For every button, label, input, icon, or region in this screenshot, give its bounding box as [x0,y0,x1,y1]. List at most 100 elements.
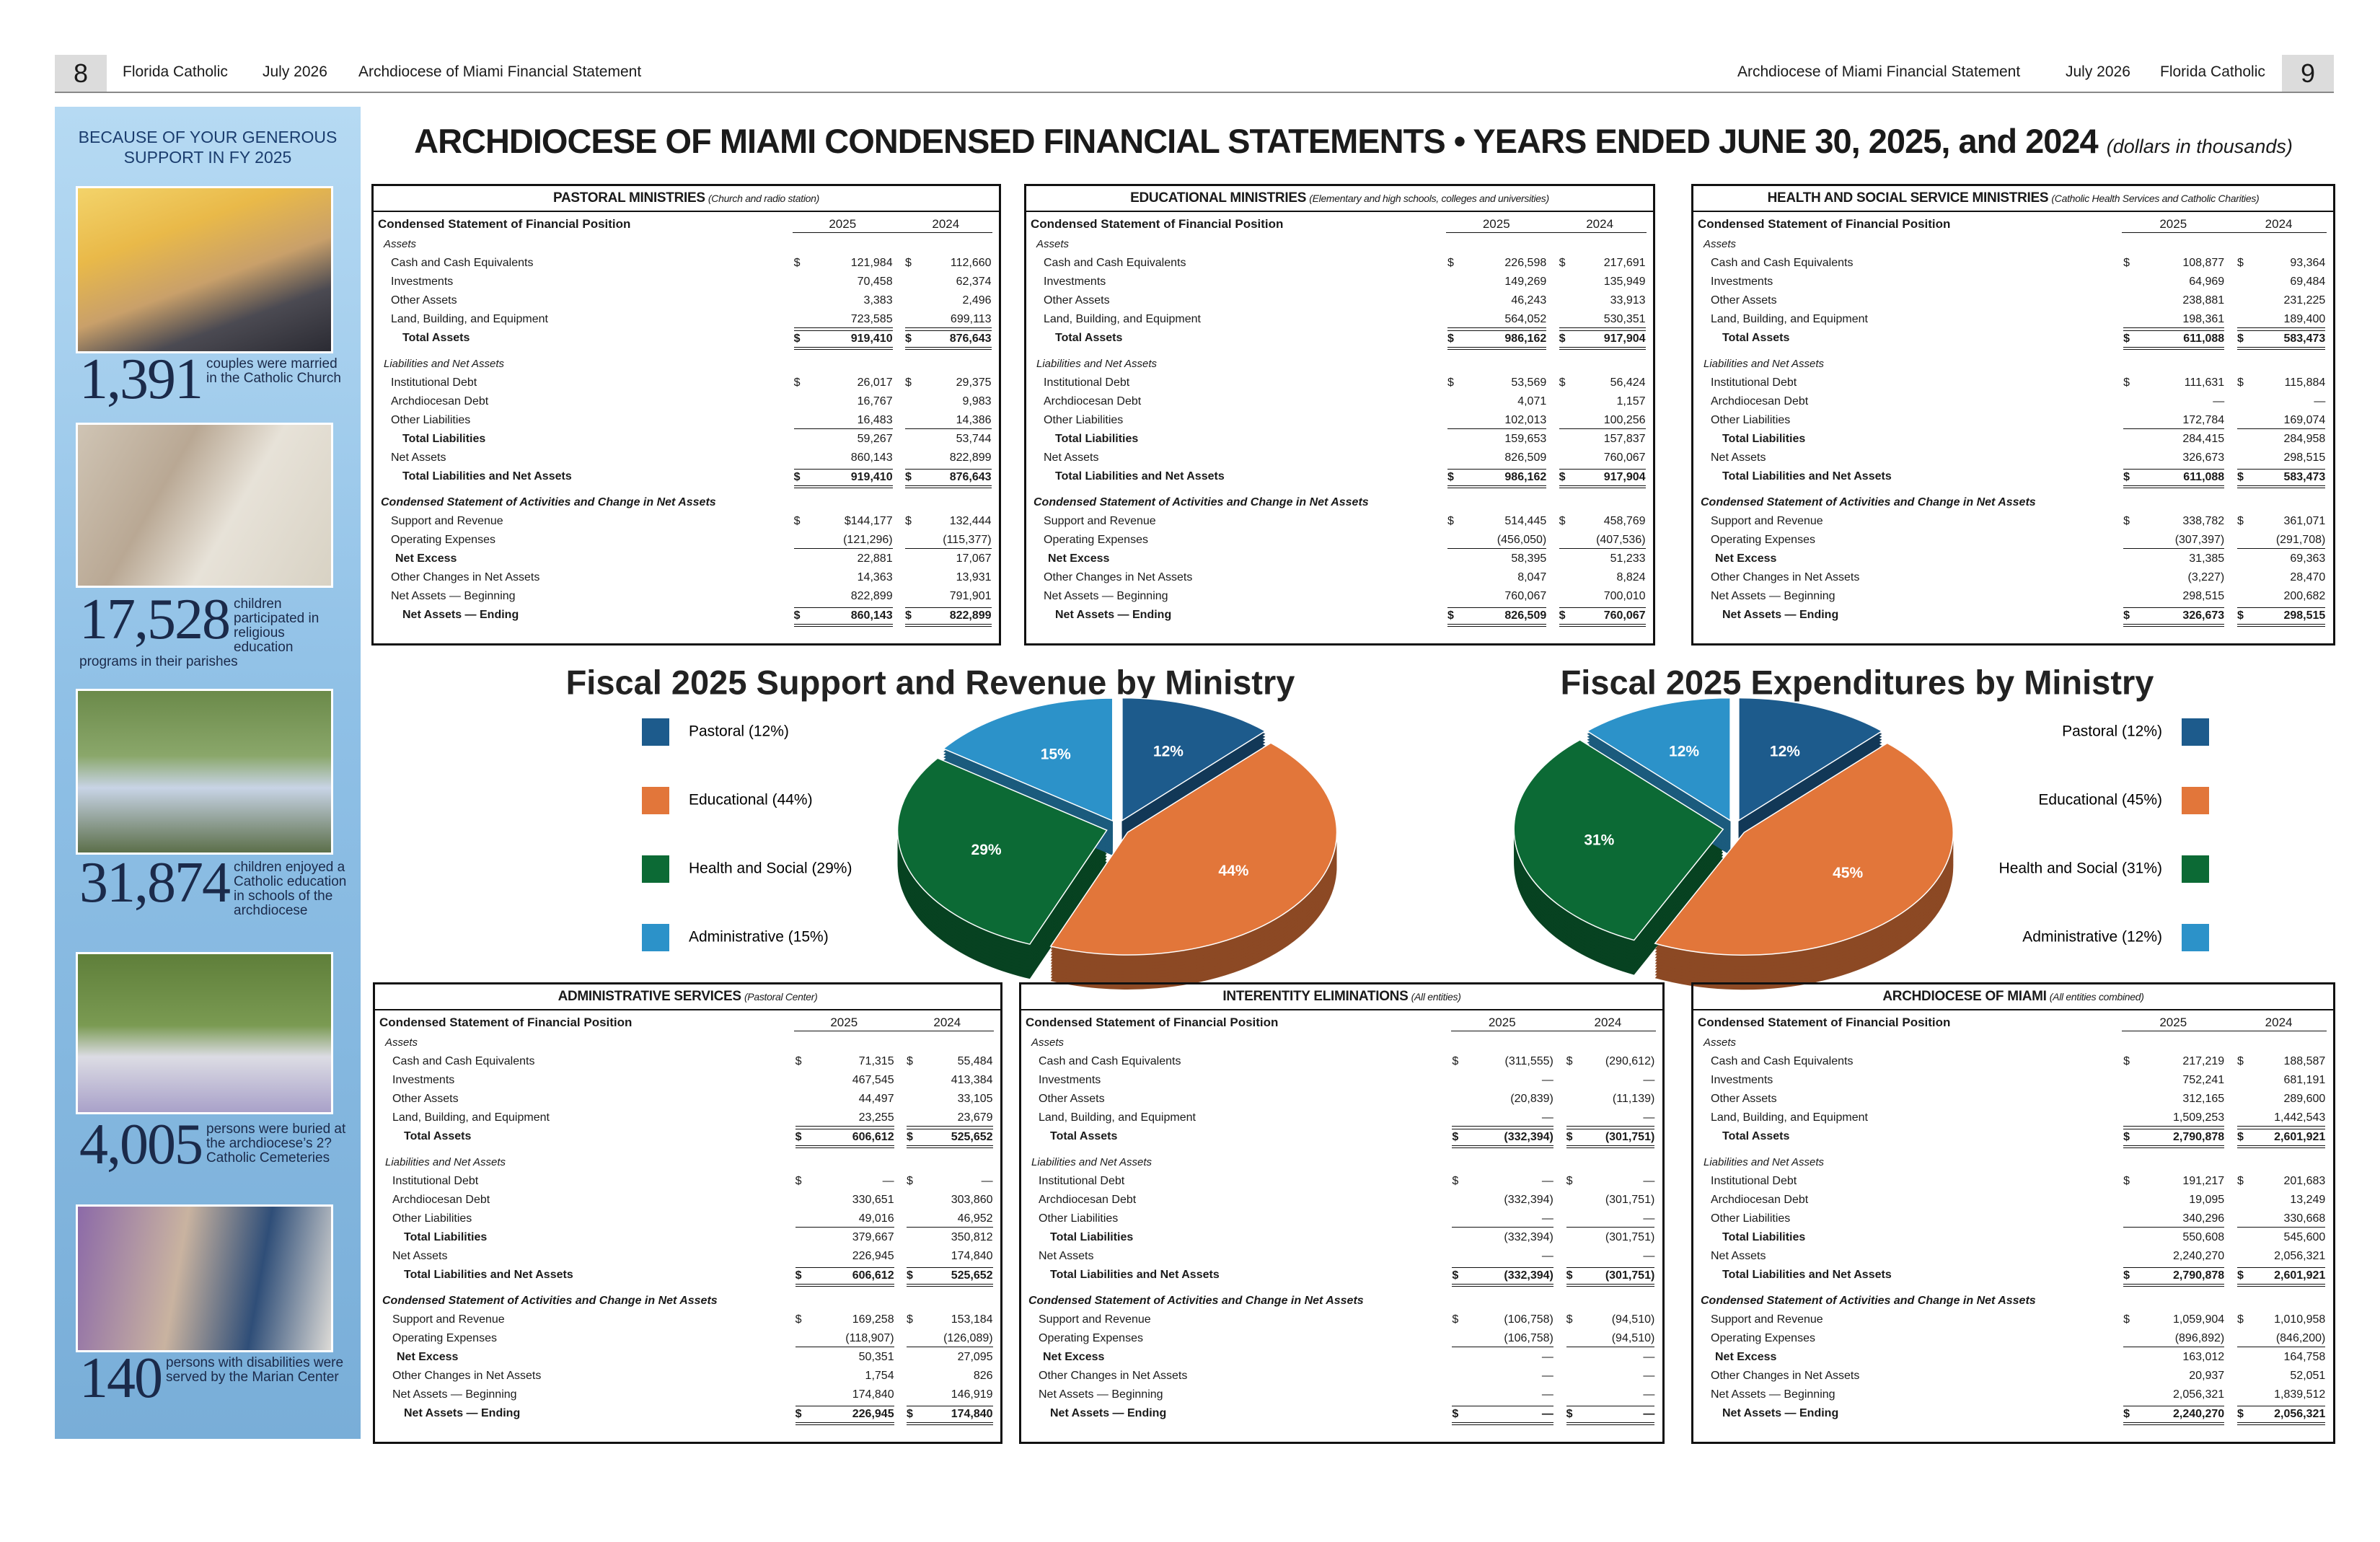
value-cell: 22,881 [794,551,893,567]
value-cell: 1,442,543 [2236,1110,2326,1127]
main-title-text: ARCHDIOCESE OF MIAMI CONDENSED FINANCIAL… [414,122,2098,160]
value: 112,660 [950,257,992,269]
value: 33,105 [957,1093,993,1105]
value: 312,165 [2182,1093,2225,1105]
value: 752,241 [2182,1074,2225,1086]
value-cell: (3,227) [2123,570,2225,586]
row-label: Total Liabilities [402,433,486,445]
value-cell: 157,837 [1559,431,1646,447]
currency-sign: $ [1566,1131,1573,1143]
value: (118,907) [845,1332,894,1344]
row-label: Net Assets — Ending [1050,1407,1167,1419]
value-cell: (332,394) [1452,1192,1553,1208]
value-cell: 69,363 [2237,551,2325,567]
value: — [1643,1111,1655,1124]
value-cell: $112,660 [905,255,992,271]
currency-sign: $ [795,1408,802,1420]
value-cell: $760,067 [1559,607,1646,627]
value: 55,484 [957,1055,993,1067]
value: (106,758) [1504,1332,1553,1344]
row-label: Cash and Cash Equivalents [391,257,534,269]
value: 699,113 [950,313,992,325]
value: (407,536) [1596,534,1646,546]
currency-sign: $ [2236,1269,2244,1282]
row-label: Investments [391,276,454,288]
row-label: Support and Revenue [1711,515,1823,527]
value: (307,397) [2174,534,2225,546]
currency-sign: $ [2236,332,2244,345]
value-cell: 298,515 [2237,450,2325,466]
row-label: Net Assets [1711,451,1766,464]
value: 298,515 [2182,590,2225,602]
value-cell: 303,860 [907,1192,993,1208]
value: 28,470 [2290,571,2326,583]
value: 231,225 [2283,294,2326,307]
value: 46,952 [957,1212,993,1225]
value: 2,240,270 [2173,1408,2225,1420]
table-title-bar: ADMINISTRATIVE SERVICES (Pastoral Center… [375,984,1000,1010]
value: 20,937 [2189,1370,2225,1382]
value: 413,384 [951,1074,993,1086]
stat-text: persons were buried at the archdiocese’s… [206,1122,346,1166]
table-title-bar: HEALTH AND SOCIAL SERVICE MINISTRIES (Ca… [1693,186,2333,212]
row-label: Other Liabilities [392,1212,472,1225]
value: — [2213,395,2225,407]
value: 298,515 [2283,609,2326,622]
table-title-bar: PASTORAL MINISTRIES (Church and radio st… [374,186,999,212]
value-cell: 27,095 [907,1349,993,1365]
photo-marian-center [76,1204,333,1352]
value: 525,652 [951,1269,993,1282]
row-label: Investments [392,1074,455,1086]
currency-sign: $ [2236,471,2244,483]
value-cell: 413,384 [907,1072,993,1088]
row-label: Total Liabilities and Net Assets [1722,470,1892,483]
value-cell: — [1566,1368,1654,1384]
value-cell: $458,769 [1559,514,1646,529]
row-label: Other Assets [392,1093,459,1105]
value: 100,256 [1603,414,1646,426]
value-cell: 2,496 [905,293,992,309]
value: 1,509,253 [2173,1111,2225,1124]
value: 340,296 [2182,1212,2225,1225]
issue-date: July 2026 [263,63,327,80]
value-cell: 14,363 [794,570,893,586]
photo-cemetery [76,952,333,1114]
value: 3,383 [863,294,893,307]
value: 330,651 [852,1194,894,1206]
row-label: Archdiocesan Debt [1039,1194,1137,1206]
value-cell: 17,067 [905,551,992,567]
currency-sign: $ [1559,609,1566,622]
table-title: INTERENTITY ELIMINATIONS [1222,989,1409,1004]
value: — [1541,1351,1553,1363]
value: 2,790,878 [2173,1269,2225,1282]
value-cell: $917,904 [1559,469,1646,488]
value-cell: $ — [1566,1406,1655,1425]
value-cell: (846,200) [2236,1331,2326,1347]
value-cell: (106,758) [1452,1331,1553,1347]
value-cell: 1,157 [1559,394,1646,410]
paper-name: Florida Catholic [2160,63,2265,80]
value: 1,839,512 [2274,1388,2326,1401]
value-cell: (301,751) [1566,1192,1655,1208]
currency-sign: $ [2236,609,2244,622]
value-cell: 238,881 [2123,293,2224,309]
value: — [1541,1250,1553,1262]
value-cell: 298,515 [2123,589,2224,604]
value-cell: 44,497 [795,1091,894,1107]
row-label: Total Liabilities [1722,433,1806,445]
value: (11,139) [1612,1093,1655,1105]
currency-sign: $ [1566,1269,1573,1282]
value: (106,758) [1504,1313,1553,1326]
value: (896,892) [2174,1332,2225,1344]
page-number: 8 [55,55,107,92]
value-cell: $ (106,758) [1452,1312,1553,1328]
row-label: Net Excess [1043,1351,1105,1363]
row-label: Net Excess [395,552,457,565]
value-cell: 2,056,321 [2123,1387,2224,1403]
legend-swatch [642,855,669,883]
sidebar-title-line: SUPPORT IN FY 2025 [123,148,292,167]
value: 1,754 [865,1370,894,1382]
value: 822,899 [949,609,992,622]
value-cell: $ (301,751) [1566,1267,1655,1287]
